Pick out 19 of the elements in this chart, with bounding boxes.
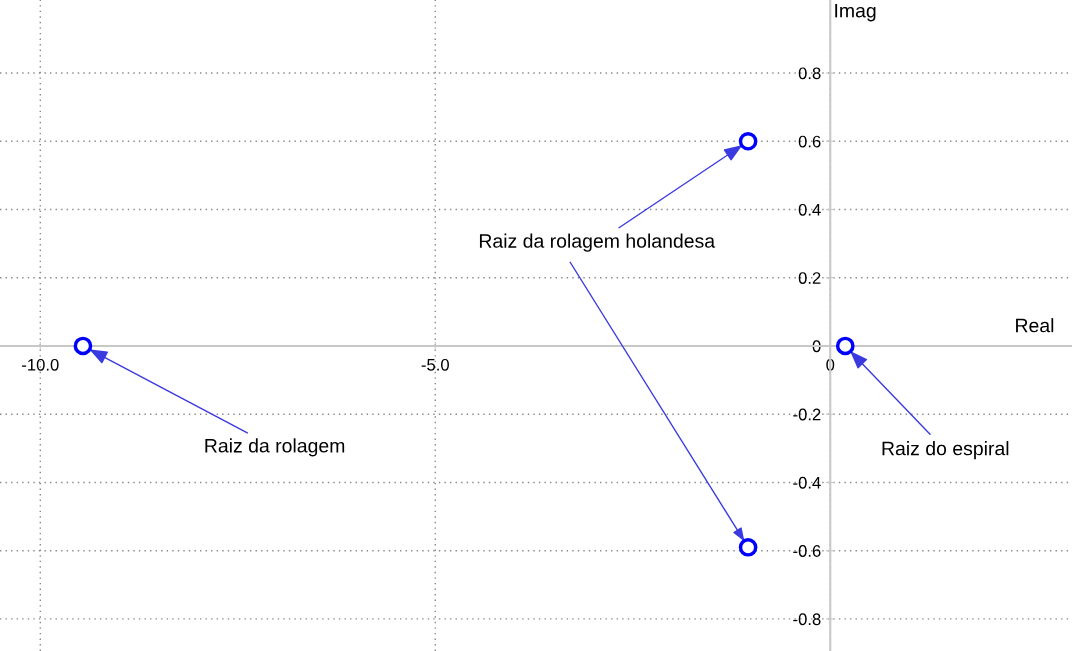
y-tick-label: -0.4: [793, 476, 821, 489]
y-tick-label: -0.6: [793, 545, 821, 557]
point: [73, 336, 93, 356]
x-tick-label: -10.0: [22, 358, 59, 371]
y-tick-label: 0.4: [798, 203, 821, 216]
y-tick-label: 0.8: [798, 67, 821, 80]
annotation: Raiz da rolagem: [205, 438, 345, 457]
x-axis-title: Real: [1016, 318, 1054, 333]
x-tick-label: -5.0: [421, 358, 449, 371]
annotation: Raiz do espiral: [882, 441, 1009, 460]
y-tick-label: 0.6: [798, 135, 821, 148]
point: [738, 131, 758, 151]
point: [835, 336, 855, 356]
y-tick-label: -0.8: [793, 613, 821, 626]
y-tick-label: -0.2: [793, 408, 821, 421]
y-axis-title: Imag: [835, 3, 876, 22]
annotation: Raiz da rolagem holandesa: [479, 233, 716, 252]
point: [738, 537, 758, 557]
y-tick-label: 0.2: [798, 272, 821, 284]
